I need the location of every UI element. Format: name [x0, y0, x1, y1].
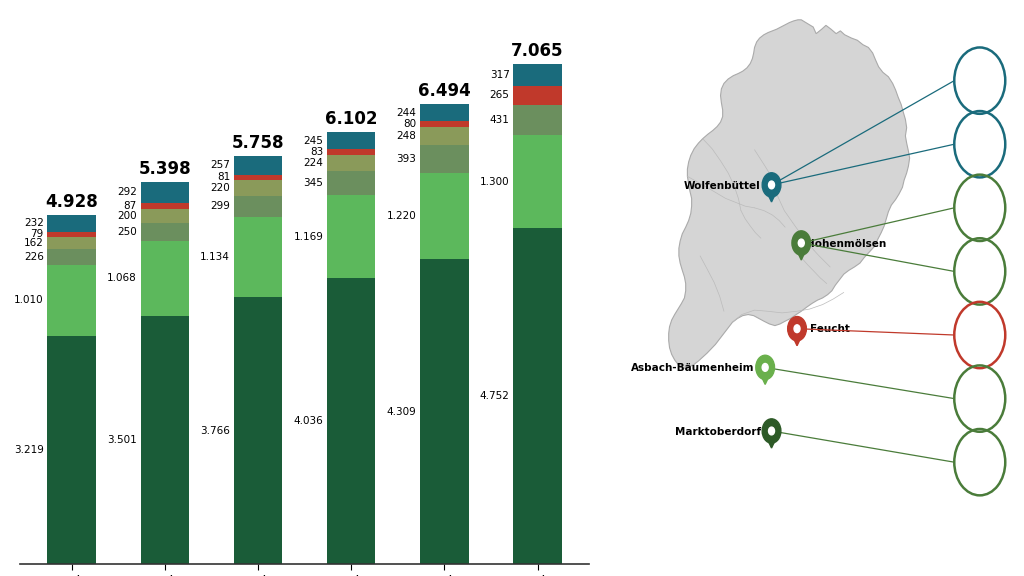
Polygon shape	[796, 249, 807, 260]
Text: 83: 83	[310, 147, 324, 157]
Text: 1.068: 1.068	[108, 274, 137, 283]
Text: 345: 345	[303, 178, 324, 188]
Text: 79: 79	[31, 229, 44, 240]
Bar	[327, 278, 376, 564]
Text: 393: 393	[396, 154, 417, 164]
Bar	[140, 203, 189, 209]
Text: 220: 220	[210, 183, 230, 193]
Text: 80: 80	[403, 119, 417, 129]
Bar	[420, 173, 469, 259]
Bar	[47, 336, 96, 564]
Text: 292: 292	[117, 187, 137, 197]
Text: 5.398: 5.398	[138, 160, 191, 178]
Text: 4.309: 4.309	[387, 407, 417, 417]
Circle shape	[769, 427, 774, 435]
Bar	[140, 316, 189, 564]
Text: Hohenmölsen: Hohenmölsen	[806, 239, 886, 249]
Text: 248: 248	[396, 131, 417, 141]
Text: 6.102: 6.102	[325, 110, 378, 128]
Bar	[140, 223, 189, 241]
Bar	[233, 196, 283, 217]
Text: 6.494: 6.494	[418, 82, 471, 100]
Bar	[327, 195, 376, 278]
Circle shape	[762, 173, 781, 197]
Polygon shape	[792, 335, 802, 346]
Text: 244: 244	[396, 108, 417, 118]
Circle shape	[799, 239, 804, 247]
Polygon shape	[760, 373, 770, 384]
Bar	[420, 259, 469, 564]
Text: 162: 162	[24, 238, 44, 248]
Text: 7.065: 7.065	[511, 41, 564, 60]
Circle shape	[794, 325, 800, 332]
Bar	[513, 105, 562, 135]
Circle shape	[762, 363, 768, 372]
Text: 87: 87	[124, 200, 137, 211]
Bar	[140, 182, 189, 203]
Polygon shape	[766, 191, 776, 202]
Text: 257: 257	[210, 160, 230, 170]
Text: 431: 431	[489, 115, 510, 125]
Circle shape	[762, 419, 781, 443]
Bar	[420, 127, 469, 145]
Text: 245: 245	[303, 135, 324, 146]
Bar	[47, 237, 96, 249]
Bar	[327, 132, 376, 149]
Circle shape	[792, 231, 811, 255]
Text: 3.766: 3.766	[201, 426, 230, 436]
Polygon shape	[766, 437, 776, 448]
Text: 4.752: 4.752	[479, 391, 510, 401]
Bar	[420, 104, 469, 122]
Text: 1.134: 1.134	[201, 252, 230, 262]
Text: 4.928: 4.928	[45, 193, 98, 211]
Bar	[513, 63, 562, 86]
Circle shape	[787, 317, 806, 341]
Text: Marktoberdorf: Marktoberdorf	[675, 427, 761, 437]
Text: 200: 200	[118, 211, 137, 221]
Bar	[233, 297, 283, 564]
Text: Wolfenbüttel: Wolfenbüttel	[684, 181, 761, 191]
Bar	[140, 209, 189, 223]
Circle shape	[769, 181, 774, 189]
Text: 4.036: 4.036	[294, 416, 324, 426]
Bar	[47, 265, 96, 336]
Text: 5.758: 5.758	[231, 134, 285, 153]
Text: Feucht: Feucht	[810, 324, 850, 335]
Bar	[233, 175, 283, 180]
Bar	[327, 155, 376, 171]
Text: 226: 226	[24, 252, 44, 262]
Text: 1.169: 1.169	[294, 232, 324, 242]
Bar	[420, 122, 469, 127]
Bar	[327, 171, 376, 195]
Text: 250: 250	[117, 227, 137, 237]
Bar	[140, 241, 189, 316]
Polygon shape	[669, 20, 909, 368]
Bar	[47, 215, 96, 232]
Text: 265: 265	[489, 90, 510, 100]
Text: 3.501: 3.501	[108, 435, 137, 445]
Bar	[47, 232, 96, 237]
Text: 1.300: 1.300	[480, 176, 510, 187]
Text: Asbach-Bäumenheim: Asbach-Bäumenheim	[631, 363, 755, 373]
Circle shape	[756, 355, 774, 380]
Text: 3.219: 3.219	[14, 445, 44, 456]
Bar	[420, 145, 469, 173]
Text: 224: 224	[303, 158, 324, 168]
Text: 299: 299	[210, 202, 230, 211]
Bar	[327, 149, 376, 155]
Bar	[233, 217, 283, 297]
Bar	[513, 228, 562, 564]
Bar	[233, 156, 283, 175]
Bar	[233, 180, 283, 196]
Bar	[513, 135, 562, 228]
Text: 1.010: 1.010	[14, 295, 44, 305]
Text: 317: 317	[489, 70, 510, 80]
Text: 1.220: 1.220	[387, 211, 417, 221]
Text: 81: 81	[217, 172, 230, 183]
Text: 232: 232	[24, 218, 44, 228]
Bar	[47, 249, 96, 265]
Bar	[513, 86, 562, 105]
